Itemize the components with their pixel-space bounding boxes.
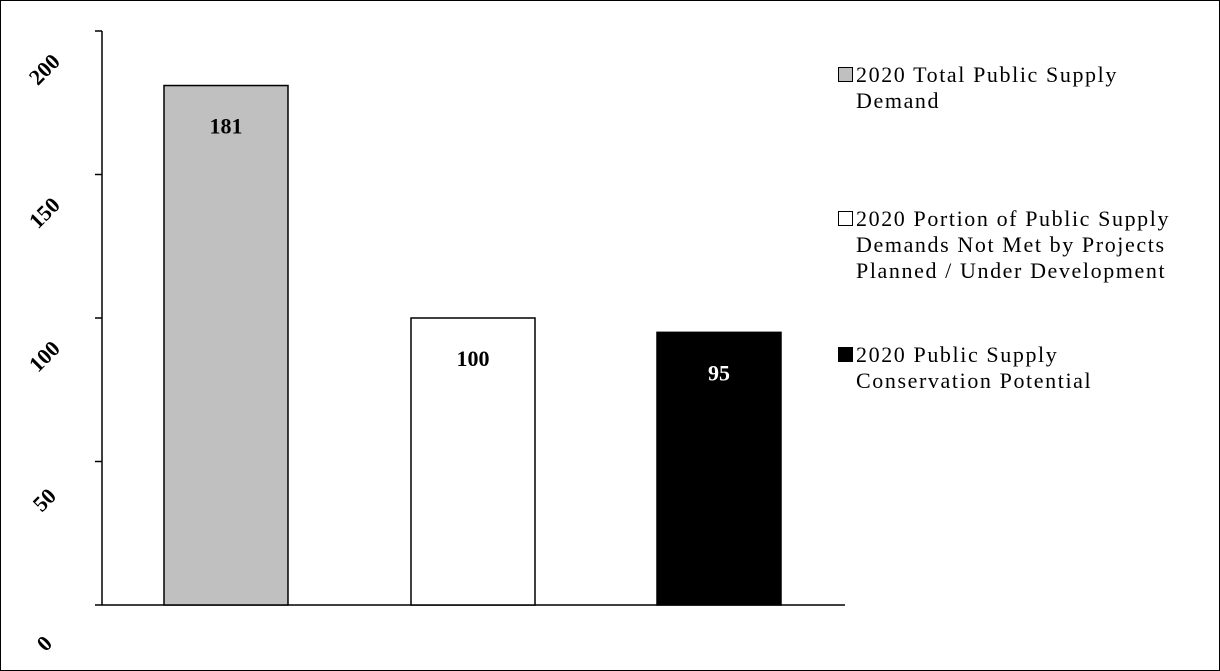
legend-swatch bbox=[838, 347, 853, 362]
y-tick-label: 100 bbox=[24, 336, 65, 377]
legend-swatch bbox=[838, 211, 853, 226]
legend-label: 2020 Total Public Supply Demand bbox=[856, 62, 1118, 113]
legend-item-unmet-demand: 2020 Portion of Public Supply Demands No… bbox=[838, 206, 1206, 284]
y-tick-label: 150 bbox=[24, 192, 65, 233]
y-tick-label: 50 bbox=[28, 483, 61, 516]
legend-label: 2020 Public Supply Conservation Potentia… bbox=[856, 342, 1093, 393]
legend-label: 2020 Portion of Public Supply Demands No… bbox=[856, 206, 1171, 283]
y-tick-label: 200 bbox=[24, 49, 65, 90]
bar bbox=[656, 331, 782, 606]
bar bbox=[163, 84, 289, 606]
bar-value-label: 100 bbox=[457, 346, 490, 371]
legend-item-conservation: 2020 Public Supply Conservation Potentia… bbox=[838, 342, 1156, 394]
legend-swatch bbox=[838, 67, 853, 82]
y-tick-label: 0 bbox=[32, 631, 57, 656]
legend-item-total-demand: 2020 Total Public Supply Demand bbox=[838, 62, 1186, 114]
bar-value-label: 181 bbox=[210, 114, 243, 139]
bar-value-label: 95 bbox=[708, 360, 730, 385]
bar bbox=[410, 317, 536, 606]
